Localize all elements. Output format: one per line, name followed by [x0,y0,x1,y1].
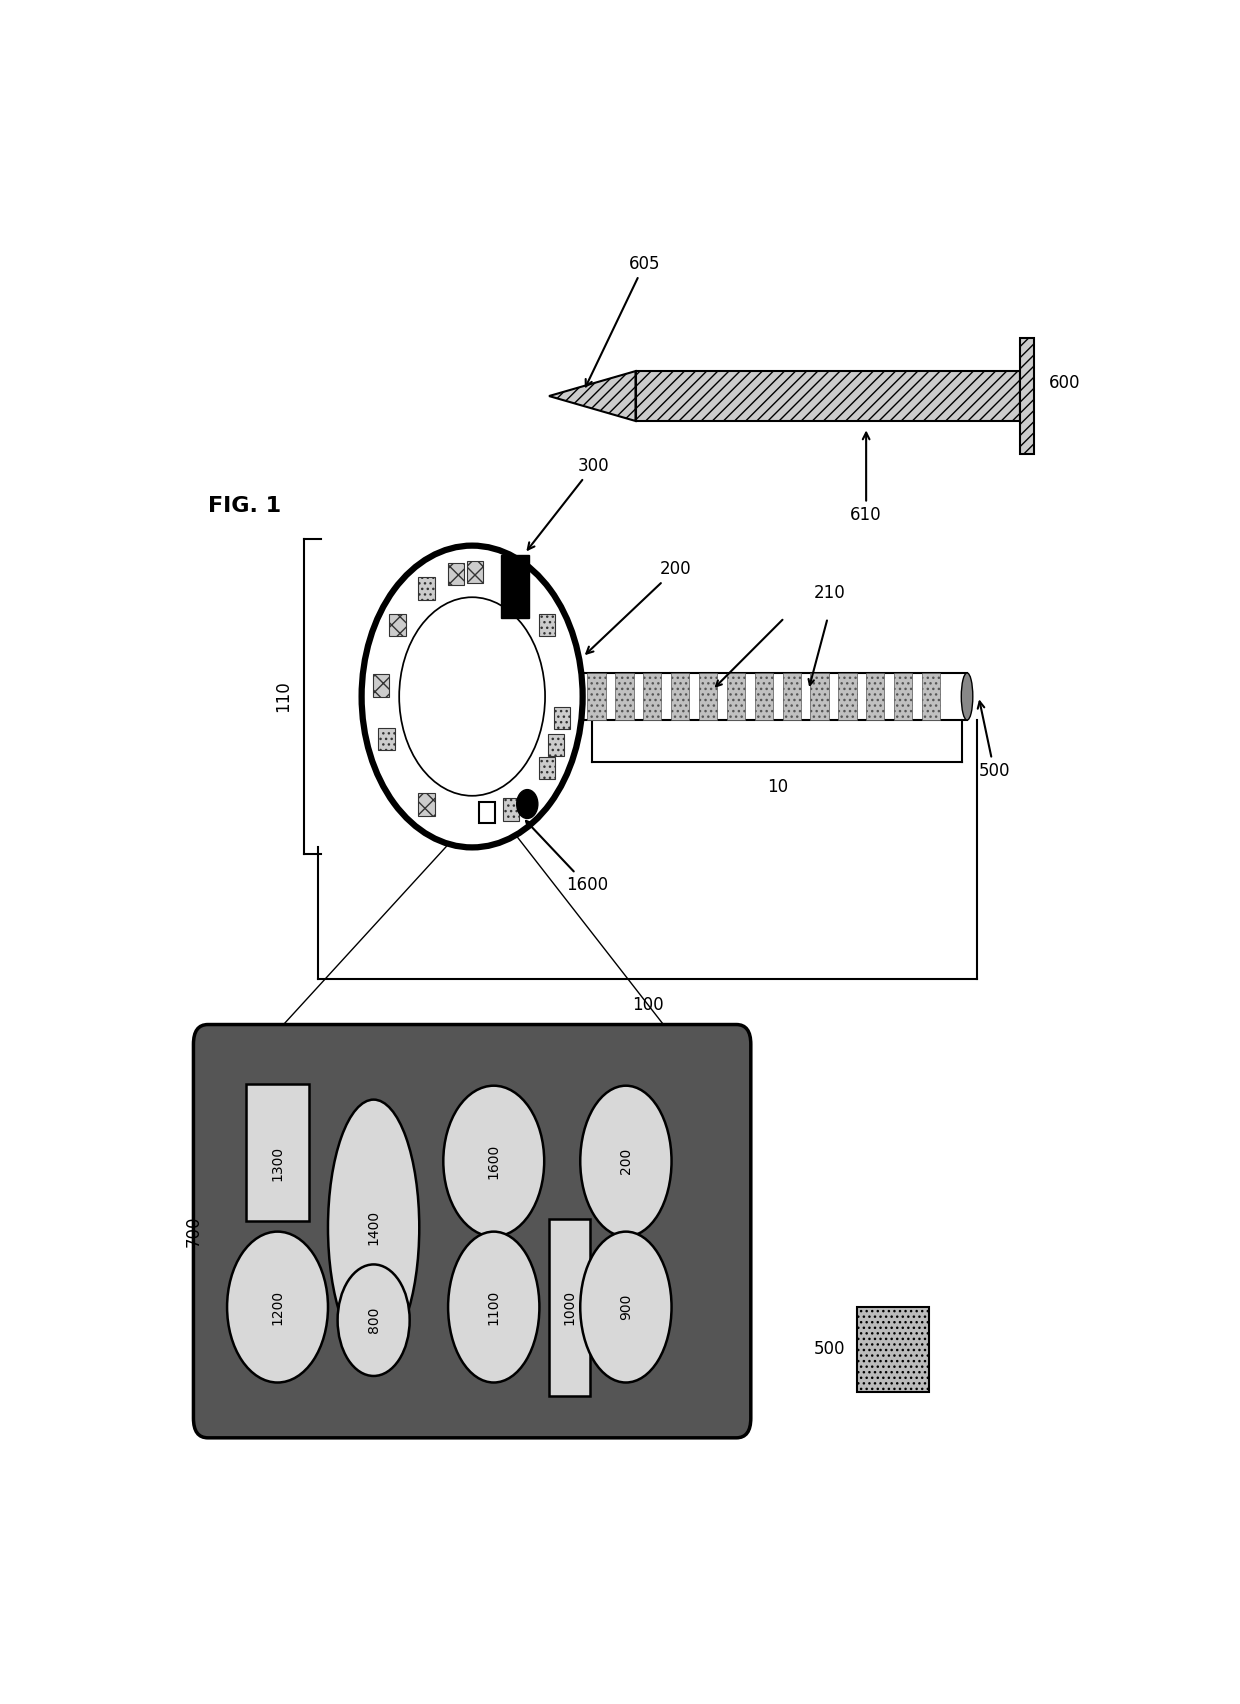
Ellipse shape [580,1232,672,1382]
Bar [838,673,857,721]
Text: 1100: 1100 [487,1290,501,1324]
Ellipse shape [580,1085,672,1237]
Bar [588,673,605,721]
Text: 1300: 1300 [270,1145,284,1181]
Circle shape [517,789,538,818]
Text: 110: 110 [274,680,293,712]
Text: 605: 605 [585,254,660,387]
Ellipse shape [961,673,973,721]
FancyBboxPatch shape [510,578,526,600]
Ellipse shape [327,1099,419,1355]
Text: 10: 10 [766,777,787,796]
Bar [583,673,967,721]
Bar [727,673,745,721]
Bar [1019,339,1034,453]
Text: 800: 800 [367,1307,381,1334]
Bar [635,371,1021,421]
Bar [866,673,884,721]
Text: 1200: 1200 [270,1290,284,1324]
Bar [549,1218,589,1396]
Text: 1000: 1000 [563,1290,577,1324]
Text: 1400: 1400 [367,1210,381,1246]
Bar [501,556,529,619]
Text: 210: 210 [813,584,844,602]
FancyBboxPatch shape [538,757,556,779]
Bar [480,803,495,823]
Text: FIG. 1: FIG. 1 [208,496,281,516]
Text: 900: 900 [619,1293,632,1321]
Text: 610: 610 [851,433,882,525]
Text: 1600: 1600 [526,821,608,895]
Text: 500: 500 [978,702,1011,780]
FancyBboxPatch shape [193,1024,751,1438]
Bar [615,673,634,721]
Bar [699,673,717,721]
Bar [782,673,801,721]
Bar [671,673,689,721]
FancyBboxPatch shape [502,799,518,821]
FancyBboxPatch shape [418,794,435,816]
Bar [755,673,773,721]
Circle shape [362,545,583,847]
Text: 700: 700 [185,1215,203,1247]
Bar [921,673,940,721]
FancyBboxPatch shape [378,728,394,750]
Text: 200: 200 [587,561,691,654]
Text: 500: 500 [813,1341,844,1358]
FancyBboxPatch shape [448,562,465,584]
Bar [894,673,913,721]
Ellipse shape [337,1264,409,1375]
Ellipse shape [448,1232,539,1382]
FancyBboxPatch shape [373,675,389,697]
FancyBboxPatch shape [418,578,435,600]
FancyBboxPatch shape [389,613,405,636]
FancyBboxPatch shape [548,734,564,757]
Bar [857,1307,929,1392]
Text: 300: 300 [528,457,609,550]
Bar [644,673,661,721]
Ellipse shape [444,1085,544,1237]
Text: 600: 600 [1049,373,1080,392]
Bar [811,673,828,721]
FancyBboxPatch shape [467,561,484,583]
FancyBboxPatch shape [554,707,570,729]
Text: 100: 100 [631,995,663,1014]
Text: 1600: 1600 [487,1143,501,1179]
Circle shape [401,598,544,794]
Ellipse shape [227,1232,327,1382]
FancyBboxPatch shape [538,613,556,636]
Text: 200: 200 [619,1148,632,1174]
Bar [247,1084,309,1222]
Polygon shape [549,371,635,421]
